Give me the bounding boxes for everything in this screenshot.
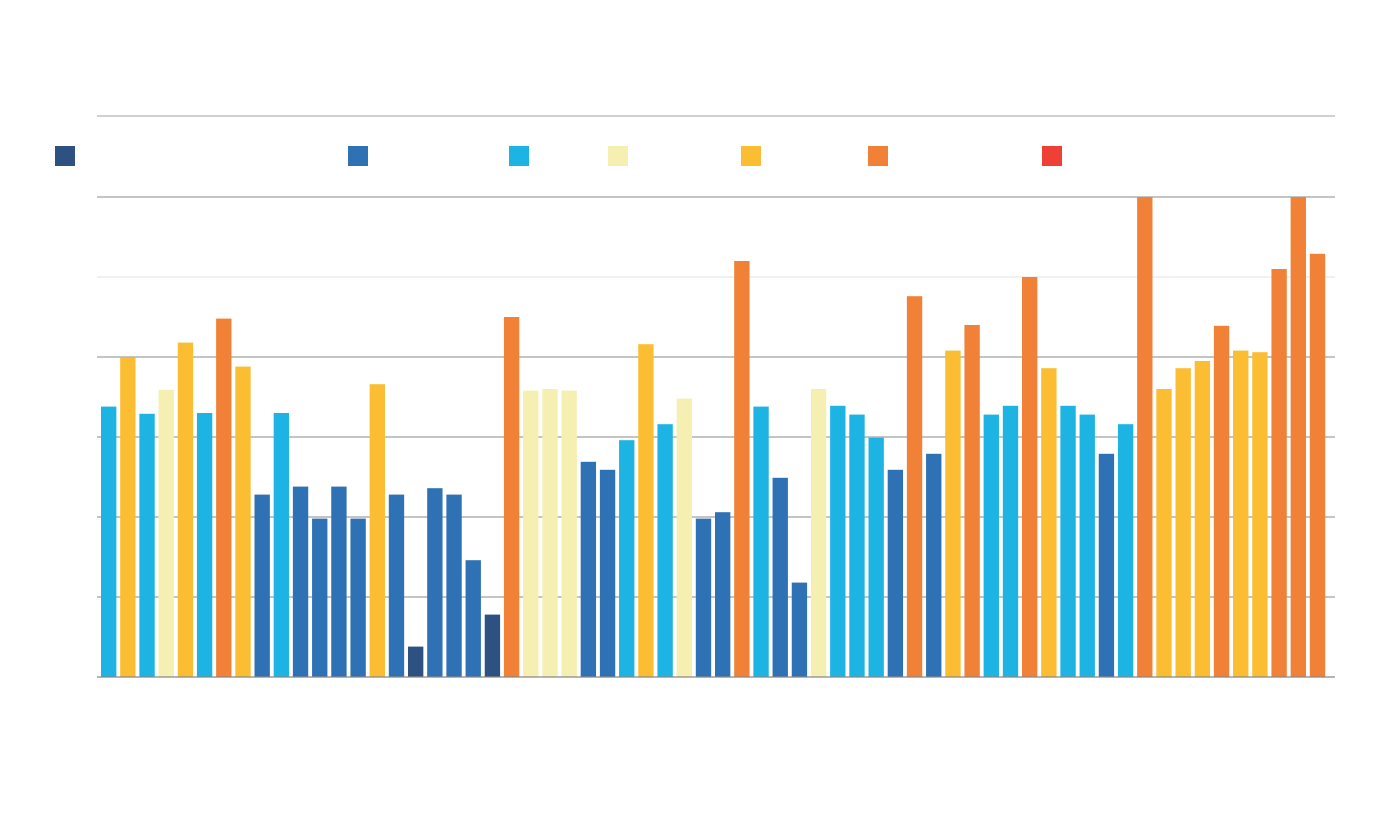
bar xyxy=(599,469,616,677)
bar xyxy=(254,494,270,677)
bar xyxy=(427,488,443,677)
bar xyxy=(753,406,769,677)
bar xyxy=(926,453,942,677)
bar xyxy=(657,424,673,677)
bar xyxy=(542,389,558,677)
bar xyxy=(676,398,692,677)
legend-swatch xyxy=(348,146,368,166)
bar xyxy=(1252,352,1268,677)
bar xyxy=(1194,361,1211,677)
bar xyxy=(1175,368,1191,677)
bar xyxy=(1117,424,1134,677)
bar xyxy=(810,389,827,677)
bar xyxy=(350,518,366,677)
bar xyxy=(446,494,462,677)
bar xyxy=(1290,197,1306,677)
bars xyxy=(101,197,1326,678)
legend-swatch xyxy=(608,146,628,166)
bar xyxy=(983,414,999,677)
bar xyxy=(945,350,961,677)
bar xyxy=(1156,389,1172,677)
bar xyxy=(503,317,520,677)
legend-swatch xyxy=(1042,146,1062,166)
bar xyxy=(1060,405,1076,677)
bar xyxy=(235,366,251,677)
legend xyxy=(55,146,1062,166)
bar xyxy=(715,512,731,677)
bar xyxy=(484,614,501,677)
legend-swatch xyxy=(868,146,888,166)
bar xyxy=(1309,253,1326,678)
bar xyxy=(369,384,385,677)
bar xyxy=(561,390,577,677)
bar xyxy=(139,413,155,677)
bar xyxy=(791,582,808,677)
bar xyxy=(906,296,923,677)
bar xyxy=(1271,269,1287,677)
bar xyxy=(408,646,424,677)
bar xyxy=(312,518,328,677)
bar xyxy=(868,437,884,677)
bar xyxy=(523,390,539,677)
bar xyxy=(1079,414,1095,677)
bar xyxy=(580,461,597,677)
bar xyxy=(1041,368,1057,677)
bar xyxy=(830,405,846,677)
bar xyxy=(331,486,347,677)
bar xyxy=(196,413,213,677)
bar xyxy=(1098,453,1115,677)
legend-swatch xyxy=(55,146,75,166)
bar xyxy=(216,318,232,677)
bar xyxy=(887,469,904,677)
bar xyxy=(619,440,635,677)
bar xyxy=(101,406,117,677)
legend-swatch xyxy=(509,146,529,166)
bar xyxy=(465,560,481,677)
bar xyxy=(1137,197,1153,677)
bar xyxy=(1213,325,1230,677)
bar xyxy=(1002,405,1019,677)
bar xyxy=(1233,350,1249,677)
bar xyxy=(772,477,788,677)
bar xyxy=(1022,277,1038,677)
bar xyxy=(638,344,654,677)
bar xyxy=(292,486,309,677)
bar xyxy=(849,414,865,677)
bar xyxy=(964,325,980,677)
legend-swatch xyxy=(741,146,761,166)
bar xyxy=(734,261,750,677)
bar xyxy=(158,389,174,677)
bar xyxy=(273,413,290,677)
bar xyxy=(695,518,712,677)
bar xyxy=(177,342,194,677)
bar xyxy=(120,357,136,677)
bar xyxy=(388,494,405,677)
